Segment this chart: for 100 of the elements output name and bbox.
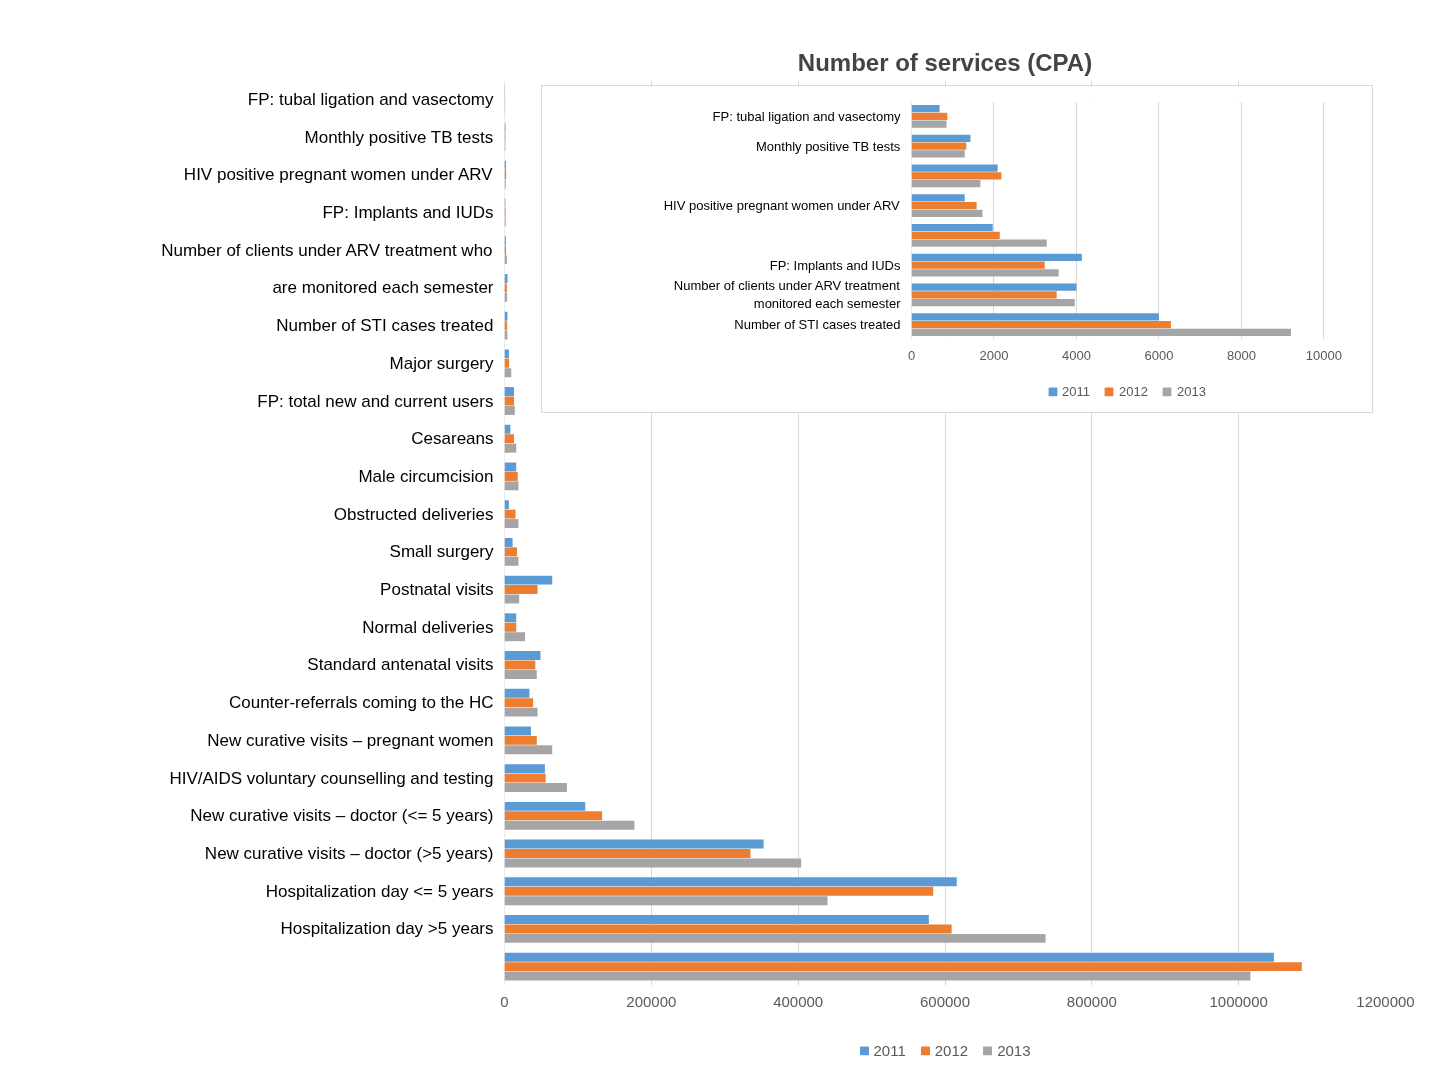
x-tick-label: 8000 — [1226, 347, 1256, 363]
bar — [911, 179, 981, 188]
y-tick-label: Cesareans — [411, 429, 494, 449]
y-tick-label: Number of STI cases treated — [734, 317, 901, 333]
bar — [911, 239, 1047, 247]
y-tick-label: New curative visits – doctor (>5 years) — [204, 844, 494, 864]
bar — [504, 971, 1251, 981]
bar — [911, 209, 983, 218]
bar — [504, 773, 546, 783]
y-tick-label: Number of clients under ARV treatment who — [161, 240, 493, 260]
y-tick-label: Counter-referrals coming to the HC — [228, 693, 494, 713]
bar — [911, 112, 948, 121]
bar — [911, 201, 977, 210]
y-tick-label: Small surgery — [389, 542, 494, 562]
y-tick-label: are monitored each semester — [272, 278, 494, 298]
bar — [911, 164, 998, 172]
x-tick-label: 400000 — [773, 992, 824, 1010]
y-tick-label: HIV positive pregnant women under ARV — [183, 165, 494, 185]
bar — [911, 320, 1171, 329]
bar — [504, 952, 1274, 962]
legend-label: 2013 — [997, 1041, 1031, 1059]
x-tick-label: 0 — [500, 992, 509, 1010]
bar — [504, 519, 519, 529]
y-tick-label: FP: Implants and IUDs — [769, 257, 901, 273]
bar — [911, 134, 971, 143]
bar — [504, 933, 1046, 943]
bar — [504, 877, 957, 887]
bar — [504, 924, 952, 934]
x-tick-label: 600000 — [919, 992, 971, 1010]
bar — [911, 150, 965, 158]
x-tick-label: 1200000 — [1356, 992, 1415, 1010]
bar — [504, 698, 534, 708]
bar — [504, 669, 537, 679]
bar — [504, 886, 934, 896]
bar — [504, 434, 515, 444]
bar — [504, 349, 509, 359]
y-tick-label: New curative visits – doctor (<= 5 years) — [190, 806, 494, 826]
bar — [911, 313, 1159, 321]
y-tick-label: Standard antenatal visits — [307, 655, 494, 675]
bar — [504, 500, 509, 510]
bar — [504, 273, 508, 283]
bar — [504, 783, 567, 793]
legend-label: 2011 — [873, 1041, 906, 1059]
bar — [504, 471, 518, 481]
x-tick-label: 200000 — [626, 992, 677, 1010]
bar — [911, 253, 1082, 262]
y-tick-label: FP: tubal ligation and vasectomy — [247, 89, 494, 109]
y-tick-label: Monthly positive TB tests — [756, 138, 901, 154]
chart-title: Number of services (CPA) — [797, 48, 1093, 76]
bar — [504, 896, 828, 906]
y-tick-label: HIV positive pregnant women under ARV — [663, 198, 901, 214]
legend-label: 2012 — [934, 1041, 969, 1059]
y-tick-label: Number of clients under ARV treatment monitored each semester — [673, 278, 902, 312]
bar — [504, 811, 603, 821]
bar — [504, 387, 515, 397]
bar — [504, 547, 517, 557]
bar — [504, 839, 764, 849]
bar — [504, 509, 516, 519]
bar — [504, 735, 537, 745]
bar — [504, 622, 517, 632]
bar — [911, 231, 1000, 240]
x-tick-label: 0 — [907, 347, 916, 363]
bar — [504, 651, 541, 661]
y-tick-label: Male circumcision — [358, 466, 494, 486]
bar — [504, 368, 512, 378]
y-tick-label: New curative visits – pregnant women — [207, 730, 494, 750]
bar — [504, 962, 1302, 972]
bar — [504, 575, 553, 585]
bar — [504, 726, 531, 736]
x-tick-label: 800000 — [1066, 992, 1117, 1010]
bar — [504, 801, 586, 811]
y-tick-label: HIV/AIDS voluntary counselling and testing — [169, 768, 494, 788]
bar — [504, 585, 538, 595]
bar — [504, 820, 635, 830]
bar — [504, 707, 538, 717]
bar — [911, 194, 965, 202]
bar — [911, 283, 1077, 291]
bar — [504, 858, 802, 868]
x-tick-label: 6000 — [1144, 347, 1174, 363]
bar — [911, 172, 1002, 180]
y-tick-label: FP: total new and current users — [257, 391, 494, 411]
y-tick-label: Major surgery — [389, 353, 494, 373]
legend-label: 2011 — [1062, 383, 1091, 399]
y-tick-label: Monthly positive TB tests — [304, 127, 494, 147]
x-tick-label: 2000 — [979, 347, 1009, 363]
y-tick-label: FP: Implants and IUDs — [322, 202, 494, 222]
bar — [504, 443, 517, 453]
bar — [911, 269, 1059, 277]
bar — [911, 104, 940, 113]
y-tick-label: Hospitalization day >5 years — [280, 919, 494, 939]
bar — [911, 142, 967, 150]
legend-label: 2013 — [1176, 383, 1206, 399]
x-tick-label: 1000000 — [1209, 992, 1268, 1010]
y-tick-label: Hospitalization day <= 5 years — [265, 881, 494, 901]
bar — [504, 481, 519, 491]
x-tick-label: 4000 — [1061, 347, 1091, 363]
y-tick-label: Number of STI cases treated — [276, 316, 494, 336]
bar — [911, 328, 1291, 337]
y-tick-label: FP: tubal ligation and vasectomy — [712, 108, 901, 124]
bar — [504, 537, 513, 547]
